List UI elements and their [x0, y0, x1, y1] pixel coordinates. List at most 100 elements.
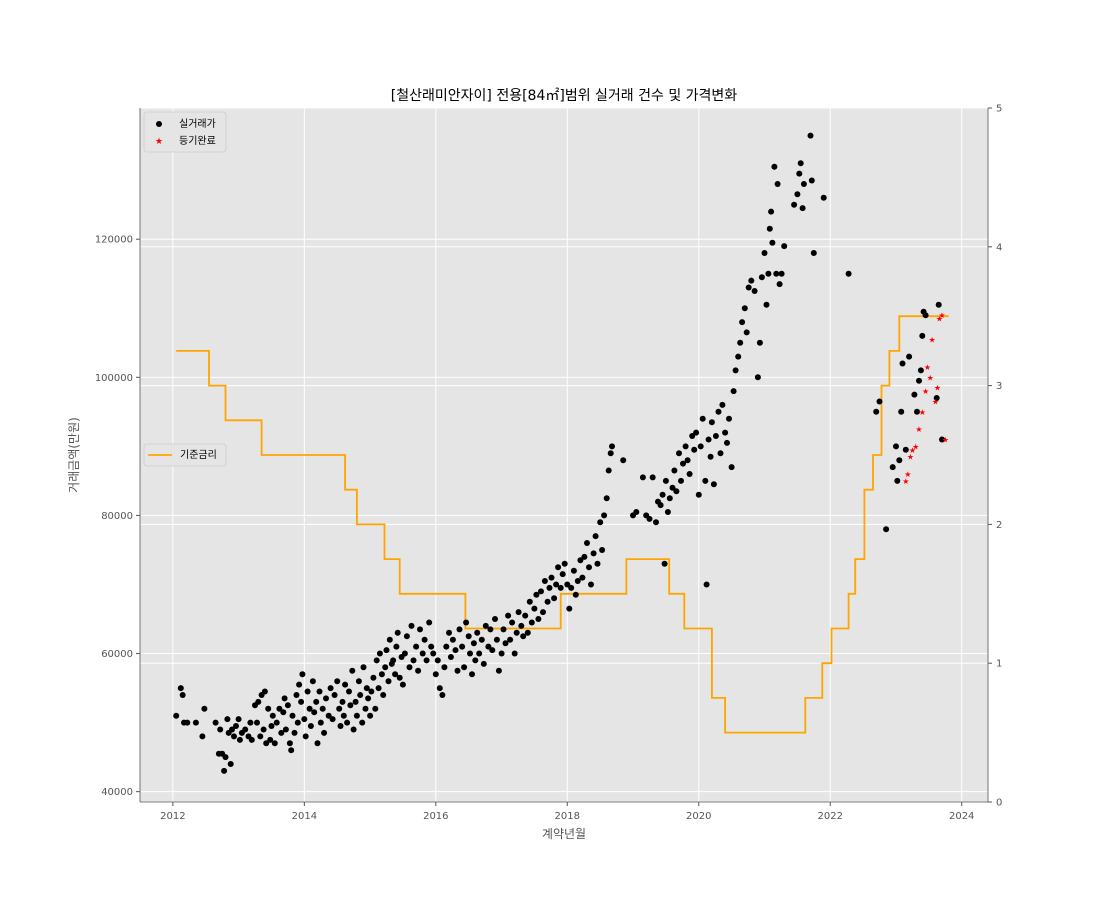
price-point	[382, 664, 389, 671]
price-point	[664, 509, 671, 515]
price-point	[889, 464, 896, 471]
legend-label-price: 실거래가	[179, 118, 216, 130]
price-point	[726, 415, 732, 422]
price-point	[408, 622, 415, 629]
price-point	[350, 726, 357, 733]
price-point	[577, 557, 584, 564]
price-point	[748, 277, 755, 284]
price-point	[201, 705, 208, 712]
price-point	[325, 712, 332, 719]
price-point	[745, 284, 752, 291]
price-point	[758, 274, 765, 281]
price-point	[313, 698, 320, 705]
price-point	[676, 450, 682, 457]
price-point	[916, 377, 922, 384]
registered-point: ★	[932, 398, 939, 407]
price-point	[662, 477, 669, 484]
price-point	[261, 688, 268, 695]
price-point	[299, 671, 306, 678]
price-point	[263, 740, 270, 747]
price-point	[363, 685, 370, 692]
chart-title: [철산래미안자이] 전용[84㎡]범위 실거래 건수 및 가격변화	[391, 88, 738, 104]
price-point	[603, 495, 610, 502]
price-point	[505, 612, 512, 619]
x-tick-label: 2018	[555, 811, 580, 822]
price-point	[914, 408, 920, 415]
registered-point: ★	[924, 363, 931, 372]
price-point	[410, 657, 417, 664]
price-point	[540, 609, 546, 616]
price-point	[353, 712, 360, 719]
registered-point: ★	[927, 373, 934, 382]
price-point	[893, 443, 899, 450]
price-point	[301, 716, 308, 723]
price-point	[173, 712, 180, 719]
registered-point: ★	[942, 436, 949, 445]
price-point	[919, 332, 926, 339]
price-point	[337, 723, 344, 729]
price-point	[902, 446, 909, 453]
price-point	[415, 667, 422, 674]
price-point	[797, 160, 804, 167]
price-point	[572, 591, 579, 598]
price-point	[426, 619, 433, 626]
price-point	[334, 678, 341, 685]
price-point	[781, 243, 788, 250]
price-point	[939, 436, 945, 443]
legend-label-registered: 등기완료	[179, 135, 216, 147]
price-point	[255, 698, 262, 705]
price-point	[597, 519, 604, 526]
price-point	[447, 654, 454, 660]
price-point	[605, 467, 612, 474]
price-point	[380, 692, 387, 698]
price-point	[728, 464, 735, 471]
price-point	[342, 681, 349, 688]
price-point	[883, 526, 890, 533]
price-point	[671, 467, 678, 474]
price-point	[695, 491, 702, 498]
price-point	[717, 450, 724, 457]
price-point	[423, 657, 430, 664]
price-point	[678, 477, 684, 484]
price-point	[548, 574, 555, 581]
price-point	[708, 419, 715, 426]
price-point	[633, 509, 640, 515]
price-point	[365, 695, 372, 702]
registered-point: ★	[936, 315, 943, 324]
price-point	[590, 550, 597, 557]
price-point	[286, 740, 293, 747]
price-point	[669, 484, 676, 491]
price-point	[763, 301, 770, 308]
price-point	[443, 643, 450, 650]
price-point	[406, 664, 413, 671]
price-point	[357, 692, 364, 698]
price-point	[336, 705, 343, 712]
price-point	[559, 571, 566, 578]
grid-lines	[140, 107, 988, 803]
price-point	[430, 650, 437, 657]
price-point	[482, 622, 489, 629]
price-point	[291, 729, 298, 736]
price-point	[526, 598, 533, 605]
price-point	[417, 626, 423, 633]
price-point	[511, 650, 518, 657]
price-point	[360, 664, 367, 671]
price-point	[390, 657, 397, 664]
price-point	[434, 657, 441, 664]
price-point	[492, 616, 498, 622]
price-point	[500, 626, 507, 633]
price-point	[367, 712, 374, 719]
y-tick-label: 80000	[101, 511, 133, 522]
price-point	[269, 712, 276, 719]
price-point	[474, 629, 481, 636]
price-point	[765, 270, 772, 277]
price-point	[467, 650, 473, 657]
price-point	[372, 705, 379, 712]
price-point	[317, 719, 324, 726]
price-point	[432, 671, 439, 678]
price-point	[684, 457, 691, 464]
price-point	[535, 616, 542, 622]
price-point	[579, 574, 586, 581]
price-point	[327, 685, 334, 692]
